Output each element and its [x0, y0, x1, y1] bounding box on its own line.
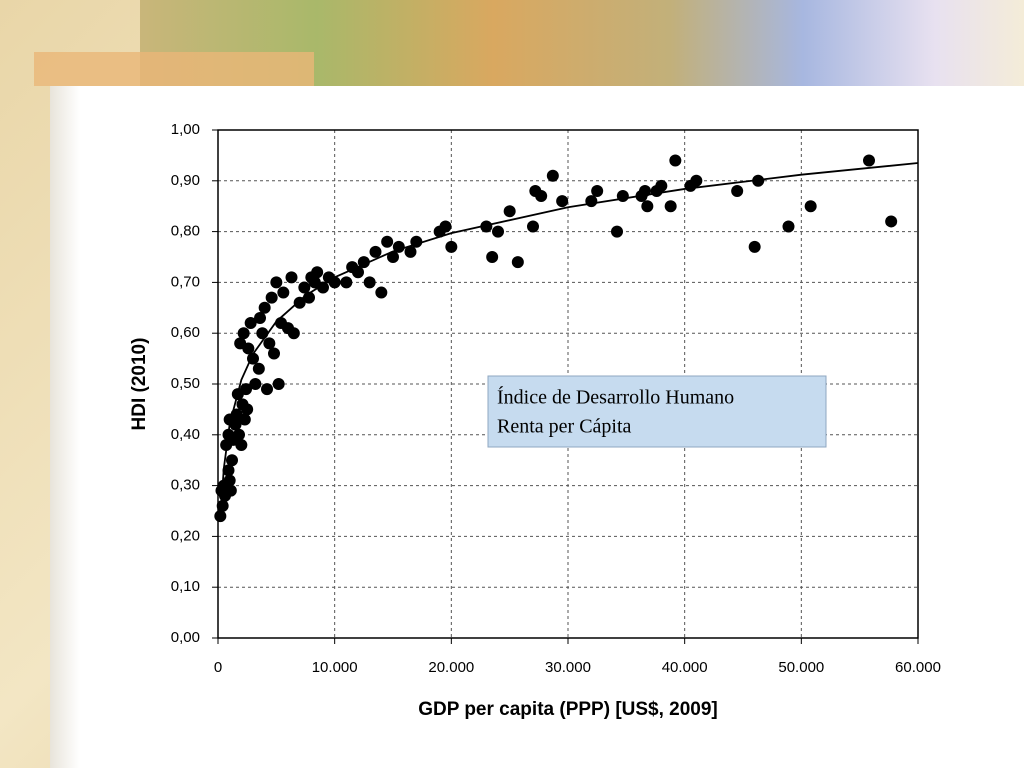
- y-tick-label: 0,50: [171, 375, 200, 392]
- point: [527, 220, 539, 233]
- point: [511, 256, 524, 269]
- y-tick-label: 1,00: [171, 121, 200, 138]
- point: [731, 184, 744, 197]
- point: [381, 235, 394, 248]
- point: [340, 276, 353, 289]
- y-tick-label: 0,20: [171, 527, 200, 544]
- point: [268, 347, 280, 360]
- point: [439, 220, 452, 233]
- y-axis-label: HDI (2010): [129, 338, 150, 431]
- x-tick-label: 0: [214, 659, 222, 676]
- point: [387, 251, 399, 263]
- point: [298, 281, 311, 294]
- x-tick-label: 20.000: [428, 659, 474, 676]
- point: [804, 200, 817, 213]
- point: [256, 327, 269, 340]
- point: [277, 286, 290, 299]
- point: [492, 225, 504, 238]
- y-tick-label: 0,60: [171, 324, 200, 341]
- y-tick-label: 0,40: [171, 426, 200, 443]
- point: [287, 327, 300, 340]
- point: [611, 225, 623, 238]
- point: [445, 240, 458, 253]
- point: [224, 484, 237, 497]
- point: [258, 301, 271, 314]
- point: [363, 276, 376, 289]
- x-tick-label: 60.000: [895, 659, 941, 676]
- point: [480, 220, 493, 233]
- point: [222, 464, 235, 477]
- annotation-text: Índice de Desarrollo Humano: [497, 386, 734, 409]
- y-tick-label: 0,10: [171, 578, 200, 595]
- x-tick-label: 40.000: [662, 659, 708, 676]
- annotation-text: Renta per Cápita: [497, 416, 632, 438]
- point: [263, 337, 276, 350]
- point: [285, 271, 298, 284]
- point: [535, 190, 548, 203]
- trend-line: [220, 162, 919, 502]
- point: [235, 438, 248, 451]
- point: [546, 169, 559, 182]
- point: [885, 215, 898, 228]
- point: [270, 276, 283, 289]
- y-tick-label: 0,70: [171, 273, 200, 290]
- x-tick-label: 10.000: [312, 659, 358, 676]
- point: [669, 154, 682, 167]
- annotation-box: Índice de Desarrollo Humano Renta per Cáp…: [487, 375, 827, 448]
- point: [249, 378, 262, 390]
- point: [641, 200, 654, 213]
- point: [238, 413, 251, 426]
- point: [233, 428, 245, 441]
- y-tick-label: 0,30: [171, 477, 200, 494]
- point: [655, 179, 668, 192]
- point: [272, 378, 285, 390]
- point: [237, 327, 250, 340]
- point: [664, 200, 677, 213]
- point: [226, 454, 238, 467]
- point: [241, 403, 254, 416]
- point: [616, 190, 629, 203]
- point: [252, 362, 265, 375]
- point: [293, 296, 306, 309]
- point: [591, 184, 604, 197]
- point: [216, 499, 229, 512]
- point: [223, 474, 236, 487]
- point: [244, 317, 257, 330]
- y-tick-label: 0,90: [171, 172, 200, 189]
- point: [486, 251, 499, 263]
- annotation-background: [487, 375, 827, 448]
- x-tick-label: 30.000: [545, 659, 591, 676]
- point: [229, 418, 242, 431]
- point: [556, 195, 569, 208]
- point: [782, 220, 795, 233]
- point: [404, 245, 417, 258]
- point: [863, 154, 875, 167]
- point: [214, 510, 227, 523]
- y-tick-label: 0,80: [171, 223, 200, 240]
- point: [748, 240, 761, 253]
- x-axis-label: GDP per capita (PPP) [US$, 2009]: [418, 699, 718, 720]
- point: [317, 281, 329, 294]
- point: [254, 311, 266, 324]
- point: [311, 266, 324, 279]
- point: [503, 205, 516, 218]
- point: [369, 245, 382, 258]
- banner-strip: [34, 52, 314, 86]
- point: [375, 286, 388, 299]
- y-tick-label: 0,00: [171, 629, 200, 646]
- point: [585, 195, 598, 208]
- point: [265, 291, 278, 304]
- x-tick-label: 50.000: [778, 659, 824, 676]
- point: [242, 342, 255, 355]
- point: [261, 383, 273, 396]
- point: [690, 174, 703, 187]
- plot-border: [217, 129, 919, 639]
